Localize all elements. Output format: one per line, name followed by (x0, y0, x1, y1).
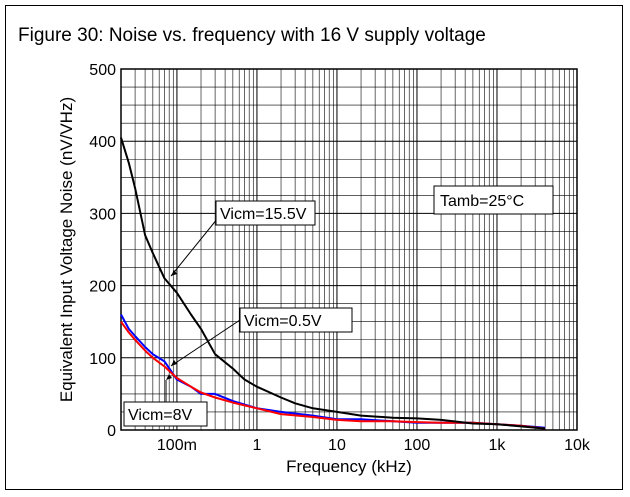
plot-frame (120, 68, 578, 431)
series-line-vicm-8v (120, 321, 546, 430)
tamb-annotation: Tamb=25°C (433, 185, 554, 215)
callout-box (123, 401, 208, 427)
x-tick-label: 1 (252, 437, 261, 454)
x-tick-label: 1k (489, 437, 507, 454)
y-tick-label: 200 (89, 279, 116, 296)
figure-title: Figure 30: Noise vs. frequency with 16 V… (18, 25, 486, 46)
series-line-vicm-15-5v (120, 137, 546, 430)
y-tick-label: 100 (89, 351, 116, 368)
y-tick-label: 0 (107, 423, 116, 440)
callout-arrowhead (166, 374, 172, 380)
y-tick-label: 300 (89, 206, 116, 223)
x-tick-label: 100 (404, 437, 431, 454)
y-tick-label: 500 (89, 62, 116, 79)
x-tick-label: 10k (564, 437, 591, 454)
y-tick-label: 400 (89, 134, 116, 151)
callout-box (239, 307, 353, 333)
callout-arrowhead (171, 270, 177, 276)
tick-labels: 100m 1 10 100 1k 10k 0 100 200 300 400 500 (89, 62, 591, 454)
series-label: Vicm=8V (128, 407, 193, 424)
x-axis-label: Frequency (kHz) (286, 457, 412, 476)
series-label: Vicm=0.5V (244, 313, 322, 330)
annotation-text: Tamb=25°C (440, 193, 524, 210)
callout-arrowhead (171, 360, 177, 366)
series-layer (120, 137, 546, 430)
series-callouts: Vicm=15.5V Vicm=0.5V Vicm=8V (123, 200, 353, 427)
series-label: Vicm=15.5V (220, 206, 307, 223)
y-axis-label: Equivalent Input Voltage Noise (nV/VHz) (57, 97, 76, 402)
callout-leader (170, 319, 241, 367)
x-tick-label: 10 (328, 437, 346, 454)
callout-box (215, 200, 316, 226)
grid-lines (120, 68, 577, 431)
callout-leader (170, 212, 223, 277)
x-tick-label: 100m (157, 437, 197, 454)
annotation-box (433, 185, 554, 215)
